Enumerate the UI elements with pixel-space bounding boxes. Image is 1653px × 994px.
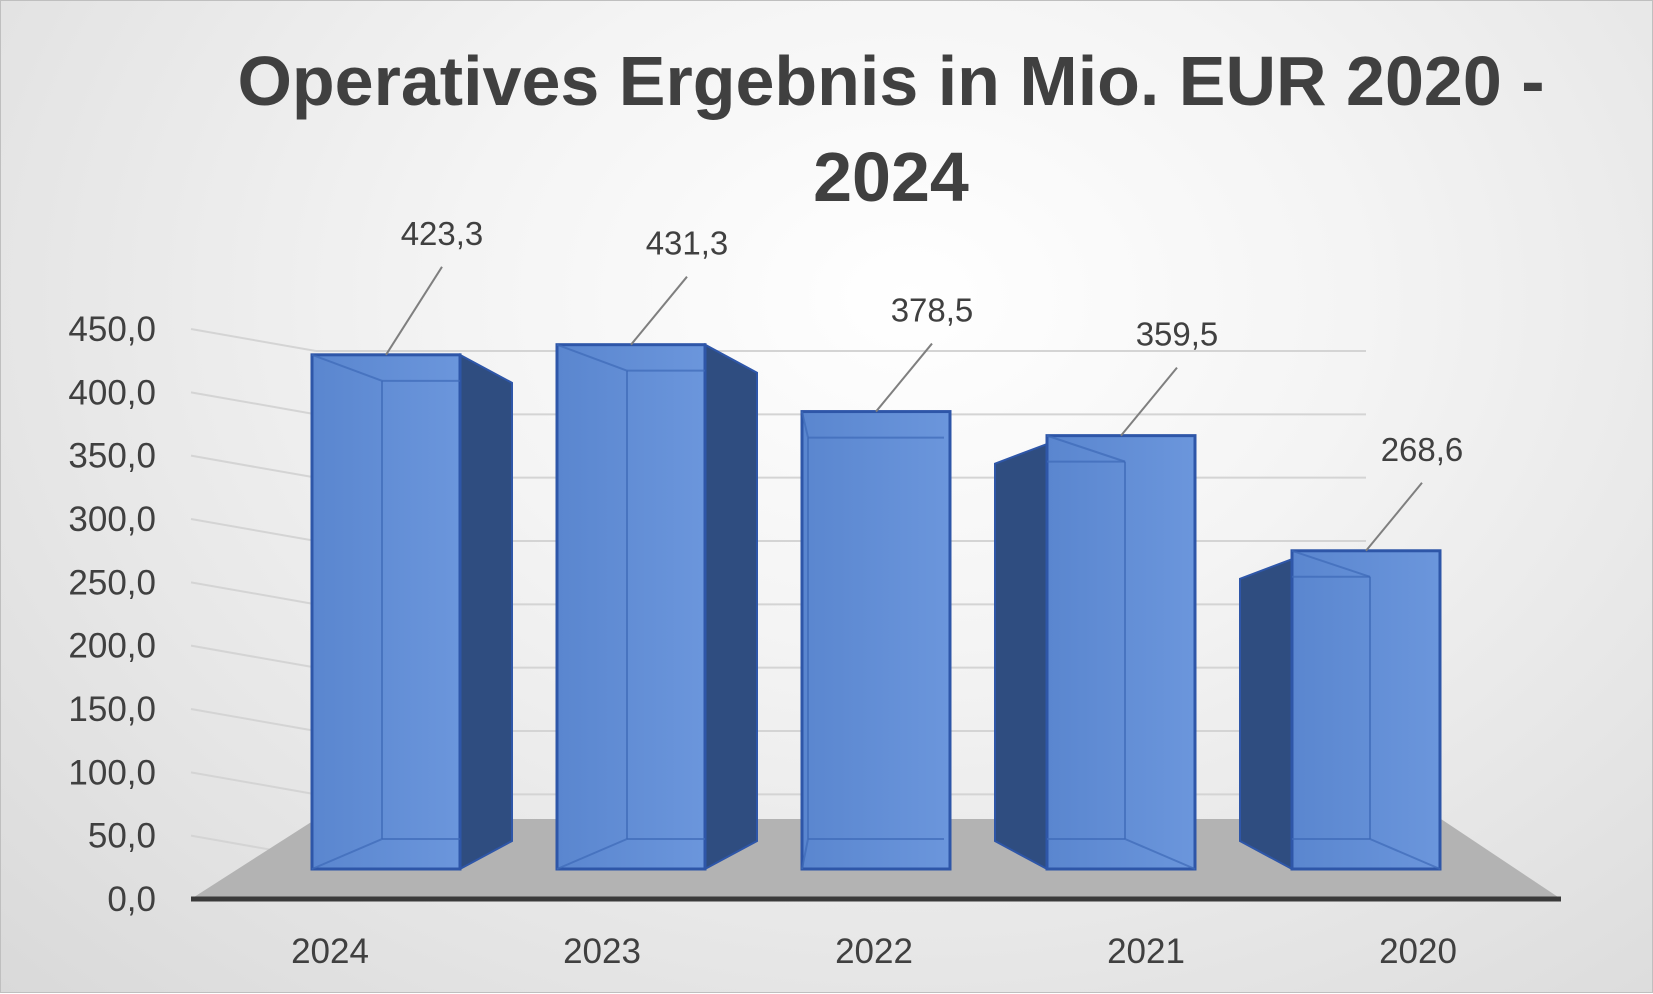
gridline-diag: [190, 328, 317, 352]
bar-front-face: [555, 343, 707, 871]
bar-front-face: [800, 410, 952, 871]
bar-2021: 359,5: [994, 316, 1219, 871]
bar-side-face: [704, 343, 758, 871]
bars: 423,3 431,3 378,5 359,5 268,6: [310, 215, 1464, 871]
gridline-diag: [190, 771, 317, 796]
x-tick-label: 2023: [563, 932, 641, 971]
bar-side-face: [994, 442, 1048, 871]
y-tick-label: 100,0: [68, 753, 156, 792]
y-tick-label: 350,0: [68, 437, 156, 476]
bar-edge: [1291, 549, 1371, 578]
y-tick-label: 150,0: [68, 690, 156, 729]
data-label: 423,3: [401, 215, 484, 252]
bar-side-face: [459, 353, 513, 871]
bar-2022: 378,5: [800, 292, 974, 871]
data-label-leader: [385, 266, 443, 356]
bar-edge: [801, 838, 809, 870]
y-tick-label: 0,0: [107, 880, 156, 919]
gridline-diag: [190, 581, 317, 606]
chart-title: Operatives Ergebnis in Mio. EUR 2020 - 2…: [237, 42, 1545, 216]
y-tick-label: 400,0: [68, 373, 156, 412]
y-tick-label: 250,0: [68, 563, 156, 602]
bar-edge: [311, 838, 383, 870]
x-axis: 2024 2023 2022 2021 2020: [291, 932, 1457, 971]
x-tick-label: 2020: [1379, 932, 1457, 971]
y-tick-label: 300,0: [68, 500, 156, 539]
bar-edge: [311, 353, 383, 382]
data-label-leader: [1120, 366, 1178, 437]
data-label: 268,6: [1381, 431, 1464, 468]
bar-front-face: [310, 353, 462, 871]
bar-front-face: [1045, 434, 1197, 871]
bar-edge: [1124, 838, 1196, 870]
gridline-diag: [190, 454, 317, 479]
gridline-diag: [190, 644, 317, 669]
bar-side-face: [1239, 557, 1293, 871]
gridline-diag: [190, 391, 317, 416]
gridline-diag: [190, 518, 317, 542]
y-tick-label: 200,0: [68, 627, 156, 666]
gridline-diag: [190, 708, 317, 732]
x-tick-label: 2022: [835, 932, 913, 971]
bar-edge: [1369, 838, 1441, 870]
data-label-leader: [875, 342, 933, 413]
y-tick-label: 450,0: [68, 310, 156, 349]
y-tick-label: 50,0: [88, 817, 156, 856]
bar-edge: [556, 343, 628, 372]
x-tick-label: 2021: [1107, 932, 1185, 971]
bar-edge: [801, 411, 809, 438]
bar-2024: 423,3: [310, 215, 513, 871]
data-label: 378,5: [891, 292, 974, 329]
bar-2023: 431,3: [555, 225, 758, 871]
y-axis: 0,0 50,0 100,0 150,0 200,0 250,0 300,0 350,0 400…: [68, 310, 156, 919]
data-label-leader: [630, 276, 688, 346]
bar-edge: [1046, 434, 1126, 463]
bar-edge: [556, 838, 628, 870]
x-tick-label: 2024: [291, 932, 369, 971]
bar-front-face: [1290, 549, 1442, 871]
bar-2020: 268,6: [1239, 431, 1464, 871]
data-label: 359,5: [1136, 316, 1219, 353]
data-label-leader: [1365, 482, 1423, 552]
data-label: 431,3: [646, 225, 729, 262]
